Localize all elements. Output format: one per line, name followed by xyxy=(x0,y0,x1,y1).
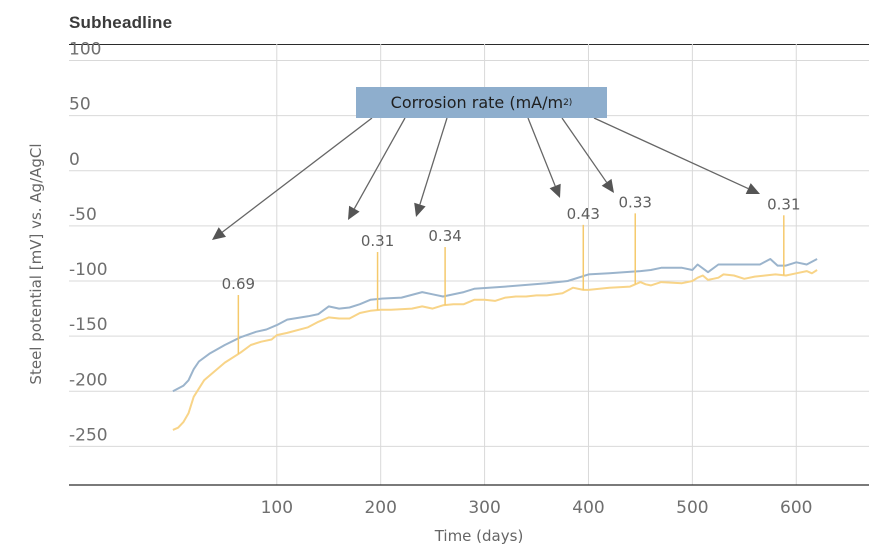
annotation-arrow-head xyxy=(745,183,760,194)
corrosion-rate-label: Corrosion rate (mA/m 2) xyxy=(356,87,607,118)
annotation-arrow-head xyxy=(601,178,614,193)
top-rule xyxy=(69,44,869,45)
y-tick-label: -100 xyxy=(69,260,108,280)
annotation-arrow-shaft xyxy=(593,117,749,190)
annotation-marker-layer: 0.69 0.31 0.34 0.43 0.33 0.31 xyxy=(222,193,801,355)
y-tick-label: -150 xyxy=(69,315,108,335)
x-tick-labels: 100 200 300 400 500 600 xyxy=(261,498,813,518)
y-tick-label: 50 xyxy=(69,95,91,115)
y-tick-label: 100 xyxy=(69,40,101,60)
x-tick-label: 100 xyxy=(261,498,293,518)
annotation-arrow-layer xyxy=(212,117,760,240)
series-line-1 xyxy=(172,258,818,393)
corrosion-rate-value: 0.43 xyxy=(567,205,600,223)
annotation-arrow-shaft xyxy=(527,117,556,187)
x-tick-label: 400 xyxy=(572,498,604,518)
corrosion-rate-value: 0.31 xyxy=(361,232,394,250)
x-axis-title: Time (days) xyxy=(434,527,524,545)
x-tick-label: 500 xyxy=(676,498,708,518)
y-tick-labels: 100 50 0 -50 -100 -150 -200 -250 xyxy=(69,40,108,446)
y-tick-label: -200 xyxy=(69,370,108,390)
corrosion-rate-value: 0.31 xyxy=(767,195,800,213)
annotation-arrow-shaft xyxy=(221,117,373,233)
annotation-arrow-head xyxy=(212,227,226,240)
y-tick-label: -250 xyxy=(69,425,108,445)
corrosion-rate-superscript: 2) xyxy=(563,97,573,108)
annotation-arrow-head xyxy=(348,205,360,220)
y-axis-title: Steel potential [mV] vs. Ag/AgCl xyxy=(27,143,45,384)
corrosion-rate-value: 0.69 xyxy=(222,275,255,293)
annotation-arrow-head xyxy=(549,183,561,198)
annotation-arrow-shaft xyxy=(419,117,448,205)
x-tick-label: 300 xyxy=(468,498,500,518)
annotation-arrow-shaft xyxy=(561,117,608,183)
corrosion-rate-value: 0.34 xyxy=(428,227,461,245)
annotation-arrow-shaft xyxy=(353,117,406,209)
x-tick-label: 200 xyxy=(364,498,396,518)
y-tick-label: 0 xyxy=(69,150,80,170)
annotation-arrow-head xyxy=(414,202,426,217)
series-layer xyxy=(172,258,818,431)
x-tick-label: 600 xyxy=(780,498,812,518)
corrosion-rate-value: 0.33 xyxy=(619,193,652,211)
series-line-2 xyxy=(172,269,818,431)
y-tick-label: -50 xyxy=(69,205,97,225)
corrosion-rate-text: Corrosion rate (mA/m xyxy=(390,93,564,112)
chart-subheadline: Subheadline xyxy=(69,13,173,32)
